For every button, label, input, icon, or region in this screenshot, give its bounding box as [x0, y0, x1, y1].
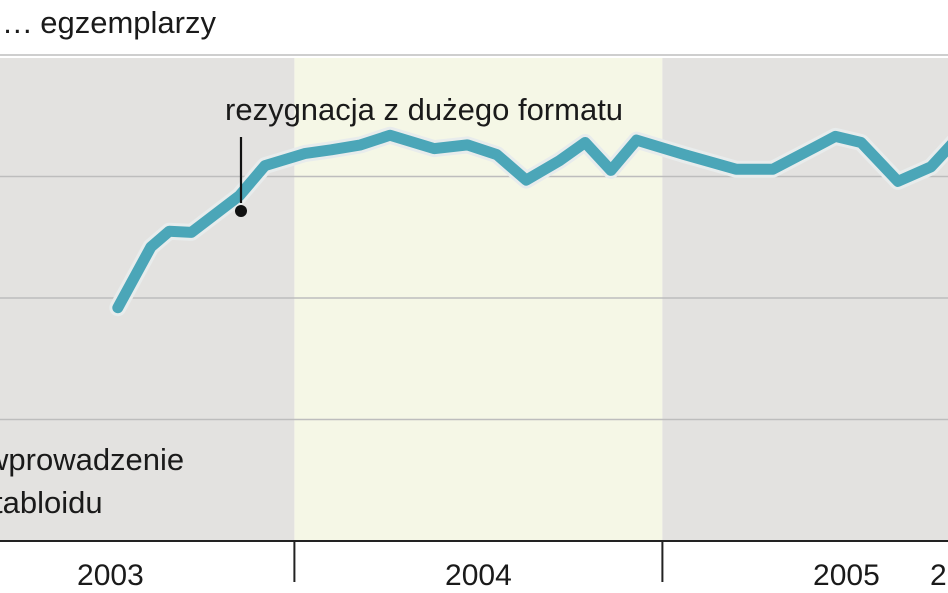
y-axis-label: …. egzemplarzy [0, 5, 216, 40]
annotation-dot [235, 205, 247, 217]
gridlines [0, 54, 948, 421]
annotation-text: tabloidu [0, 485, 103, 520]
x-tick-label: 2003 [77, 559, 144, 592]
x-tick-label: 2 [930, 559, 947, 592]
top-strip [0, 0, 948, 58]
year-band [294, 58, 663, 541]
annotations: rezygnacja z dużego formatu wprowadzenie t… [0, 92, 623, 520]
year-band [662, 58, 948, 541]
x-tick-label: 2004 [445, 559, 512, 592]
annotation-text: rezygnacja z dużego formatu [225, 92, 623, 127]
x-axis: 2003 2004 2005 2 [0, 540, 948, 592]
x-tick-label: 2005 [813, 559, 880, 592]
year-band [0, 58, 295, 541]
annotation-text: wprowadzenie [0, 442, 184, 477]
series-line [112, 129, 948, 314]
series-line-layer [109, 126, 948, 317]
